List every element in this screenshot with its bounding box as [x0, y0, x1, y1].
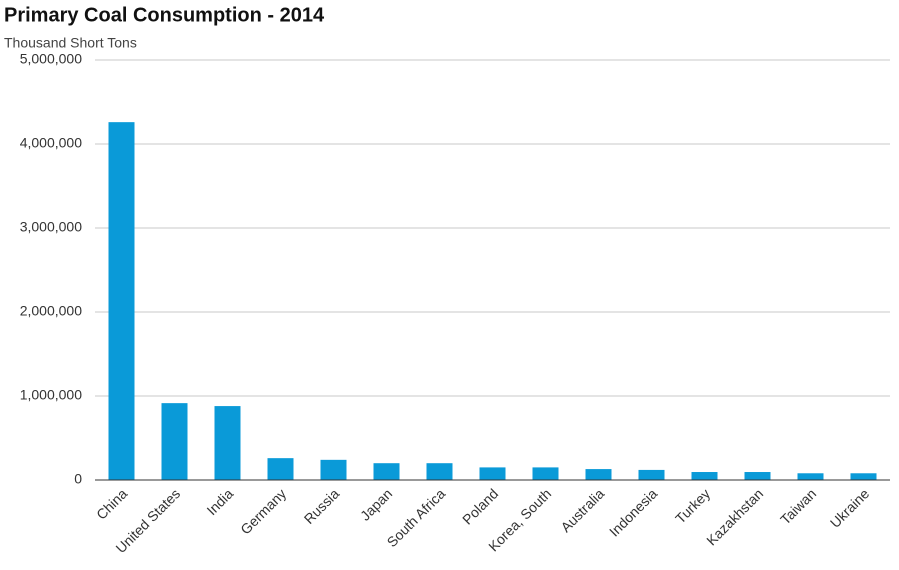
bar [479, 467, 506, 480]
bar [585, 469, 612, 480]
chart-subtitle: Thousand Short Tons [4, 35, 137, 51]
bar [797, 473, 824, 480]
bar [532, 467, 559, 480]
bar [744, 472, 771, 480]
x-tick-label: Germany [237, 485, 289, 537]
x-tick-label: Kazakhstan [703, 485, 766, 548]
x-tick-label: Australia [557, 485, 607, 535]
y-tick-label: 0 [74, 471, 82, 487]
x-tick-label: Indonesia [606, 485, 660, 539]
x-tick-label: Poland [459, 485, 501, 527]
x-tick-label: Japan [357, 485, 395, 523]
y-tick-label: 4,000,000 [20, 135, 82, 151]
bar [638, 469, 665, 480]
x-tick-label: Russia [301, 485, 343, 527]
bar [320, 459, 347, 480]
y-tick-label: 3,000,000 [20, 219, 82, 235]
chart-title: Primary Coal Consumption - 2014 [4, 4, 325, 26]
bar [161, 403, 188, 480]
y-tick-label: 5,000,000 [20, 51, 82, 67]
bar [850, 473, 877, 480]
y-tick-label: 2,000,000 [20, 303, 82, 319]
bar [426, 463, 453, 480]
bar [691, 472, 718, 480]
x-tick-label: Taiwan [777, 485, 819, 527]
bar [214, 406, 241, 480]
bar [267, 458, 294, 480]
y-tick-label: 1,000,000 [20, 387, 82, 403]
x-tick-label: Ukraine [827, 485, 873, 531]
bar [108, 122, 135, 480]
x-tick-label: China [93, 485, 130, 522]
x-tick-label: India [203, 485, 236, 518]
x-tick-label: Turkey [672, 485, 713, 526]
bar [373, 463, 400, 480]
